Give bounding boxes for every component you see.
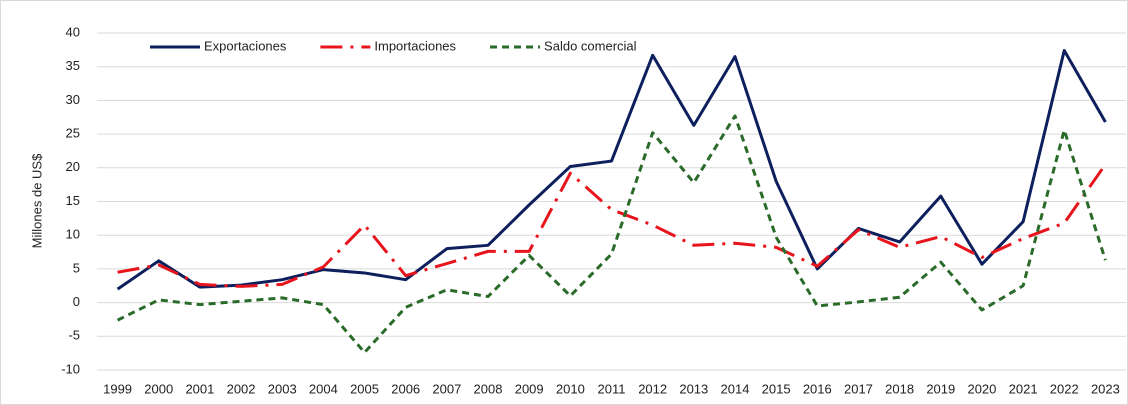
x-tick-label: 2018 xyxy=(885,381,914,396)
x-tick-label: 2007 xyxy=(432,381,461,396)
x-tick-label: 2004 xyxy=(309,381,338,396)
x-tick-label: 2013 xyxy=(679,381,708,396)
legend-label: Importaciones xyxy=(374,38,456,53)
y-tick-label: 10 xyxy=(66,227,80,242)
x-tick-label: 2019 xyxy=(926,381,955,396)
y-tick-label: 0 xyxy=(73,294,80,309)
x-tick-label: 2011 xyxy=(598,381,626,396)
y-tick-label: 30 xyxy=(66,92,80,107)
series-line xyxy=(116,49,1107,291)
y-tick-label: 40 xyxy=(66,24,80,39)
x-tick-label: 2005 xyxy=(350,381,379,396)
x-tick-label: 2014 xyxy=(721,381,750,396)
x-tick-label: 2003 xyxy=(268,381,297,396)
x-tick-label: 2016 xyxy=(803,381,832,396)
legend-label: Saldo comercial xyxy=(544,38,637,53)
legend-label: Exportaciones xyxy=(204,38,287,53)
y-tick-label: -5 xyxy=(68,328,80,343)
x-tick-label: 2008 xyxy=(474,381,503,396)
x-tick-label: 2006 xyxy=(391,381,420,396)
y-tick-label: 25 xyxy=(66,126,80,141)
y-tick-label: 20 xyxy=(66,159,80,174)
y-tick-label: -10 xyxy=(61,361,80,376)
y-tick-label: 35 xyxy=(66,58,80,73)
x-tick-label: 2012 xyxy=(638,381,667,396)
x-tick-label: 2020 xyxy=(967,381,996,396)
series-line xyxy=(116,114,1107,354)
y-axis-label: Millones de US$ xyxy=(29,153,44,248)
x-tick-label: 2022 xyxy=(1050,381,1079,396)
x-tick-label: 2017 xyxy=(844,381,873,396)
x-tick-label: 1999 xyxy=(103,381,132,396)
x-tick-label: 2021 xyxy=(1009,381,1038,396)
y-tick-label: 15 xyxy=(66,193,80,208)
x-tick-label: 2015 xyxy=(762,381,791,396)
x-tick-label: 2001 xyxy=(185,381,214,396)
x-tick-label: 2010 xyxy=(556,381,585,396)
x-tick-label: 2009 xyxy=(515,381,544,396)
x-tick-label: 2023 xyxy=(1091,381,1120,396)
y-tick-label: 5 xyxy=(73,260,80,275)
x-tick-label: 2000 xyxy=(144,381,173,396)
series-line xyxy=(117,163,1107,288)
x-tick-label: 2002 xyxy=(227,381,256,396)
